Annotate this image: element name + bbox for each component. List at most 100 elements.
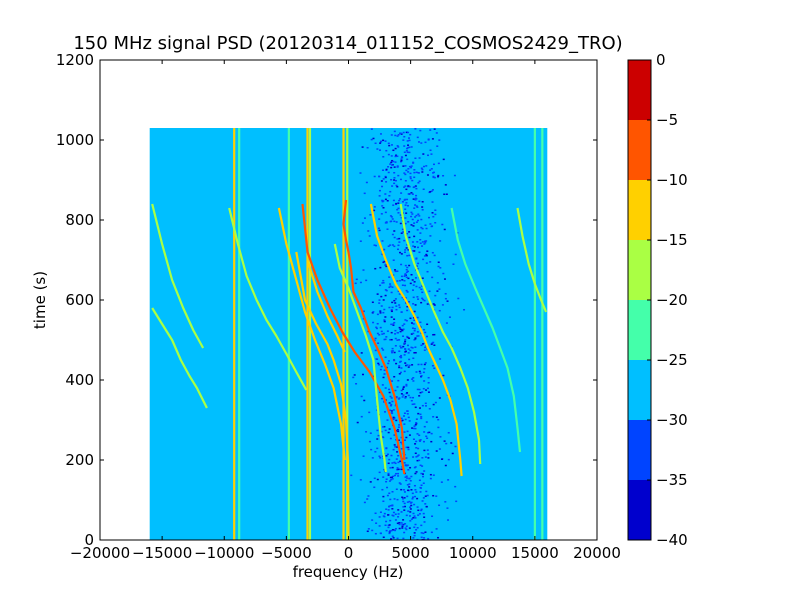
noise-speck xyxy=(383,512,386,515)
noise-speck xyxy=(375,326,378,329)
noise-speck xyxy=(401,228,404,231)
noise-speck xyxy=(390,404,393,407)
noise-speck xyxy=(378,299,381,301)
noise-speck xyxy=(428,216,431,219)
noise-speck xyxy=(444,292,447,295)
noise-speck xyxy=(404,476,407,478)
noise-speck xyxy=(453,174,456,177)
noise-speck xyxy=(414,443,417,445)
noise-speck xyxy=(404,284,407,287)
noise-speck xyxy=(399,356,402,358)
noise-speck xyxy=(394,333,397,335)
noise-speck xyxy=(415,187,418,190)
noise-speck xyxy=(454,253,457,256)
noise-speck xyxy=(398,521,401,524)
noise-speck xyxy=(407,352,410,354)
noise-speck xyxy=(420,484,423,486)
noise-speck xyxy=(446,507,449,509)
noise-speck xyxy=(388,391,391,394)
noise-speck xyxy=(379,310,382,312)
noise-speck xyxy=(404,204,407,206)
noise-speck xyxy=(372,137,375,140)
noise-speck xyxy=(383,319,386,321)
noise-speck xyxy=(423,538,426,540)
noise-speck xyxy=(424,346,427,349)
noise-speck xyxy=(439,240,442,242)
noise-speck xyxy=(373,175,376,178)
noise-speck xyxy=(417,141,420,143)
noise-speck xyxy=(411,403,414,406)
noise-speck xyxy=(396,537,399,540)
noise-speck xyxy=(443,440,446,442)
noise-speck xyxy=(407,171,410,173)
noise-speck xyxy=(389,476,392,479)
noise-speck xyxy=(426,387,429,390)
noise-speck xyxy=(384,387,387,389)
noise-speck xyxy=(411,193,414,195)
noise-speck xyxy=(385,455,388,457)
noise-speck xyxy=(394,462,397,465)
noise-speck xyxy=(379,368,382,371)
noise-speck xyxy=(398,361,401,363)
noise-speck xyxy=(374,244,377,247)
noise-speck xyxy=(393,444,396,446)
noise-speck xyxy=(397,461,400,464)
noise-speck xyxy=(402,335,405,337)
noise-speck xyxy=(436,282,439,284)
noise-speck xyxy=(429,129,432,131)
noise-speck xyxy=(403,251,406,254)
noise-speck xyxy=(436,290,439,292)
noise-speck xyxy=(385,168,388,171)
noise-speck xyxy=(434,401,437,404)
noise-speck xyxy=(448,316,451,318)
noise-speck xyxy=(419,238,422,241)
noise-speck xyxy=(415,371,418,373)
noise-speck xyxy=(414,517,417,519)
noise-speck xyxy=(402,388,405,390)
noise-speck xyxy=(373,206,376,208)
noise-speck xyxy=(444,184,447,186)
noise-speck xyxy=(359,240,362,242)
noise-speck xyxy=(359,479,362,481)
x-tick-label: 15000 xyxy=(511,544,559,562)
noise-speck xyxy=(388,428,391,430)
noise-speck xyxy=(394,161,397,163)
noise-speck xyxy=(400,389,403,392)
noise-speck xyxy=(398,366,401,369)
noise-speck xyxy=(417,412,420,415)
noise-speck xyxy=(411,289,414,291)
colorbar-segment xyxy=(628,480,651,540)
noise-speck xyxy=(397,202,400,204)
noise-speck xyxy=(407,221,410,223)
noise-speck xyxy=(401,201,404,203)
noise-speck xyxy=(425,262,428,264)
noise-speck xyxy=(389,437,392,440)
noise-speck xyxy=(408,337,411,339)
noise-speck xyxy=(376,447,379,450)
noise-speck xyxy=(424,224,427,226)
noise-speck xyxy=(387,462,390,465)
colorbar-tick-label: −5 xyxy=(656,111,678,129)
noise-speck xyxy=(403,497,406,499)
noise-speck xyxy=(431,212,434,214)
noise-speck xyxy=(409,349,412,352)
noise-speck xyxy=(413,250,416,252)
noise-speck xyxy=(407,277,410,280)
noise-speck xyxy=(413,352,416,354)
noise-speck xyxy=(404,362,407,364)
noise-speck xyxy=(385,478,388,480)
noise-speck xyxy=(392,149,395,152)
noise-speck xyxy=(411,347,414,349)
noise-speck xyxy=(421,277,424,279)
noise-speck xyxy=(413,327,416,330)
noise-speck xyxy=(409,172,412,175)
noise-speck xyxy=(410,399,413,402)
noise-speck xyxy=(400,311,403,313)
noise-speck xyxy=(424,141,427,144)
noise-speck xyxy=(408,500,411,503)
noise-speck xyxy=(416,246,419,249)
noise-speck xyxy=(395,184,398,187)
colorbar-tick-label: −40 xyxy=(656,531,688,549)
noise-speck xyxy=(417,172,420,174)
doppler-trace xyxy=(301,203,406,475)
